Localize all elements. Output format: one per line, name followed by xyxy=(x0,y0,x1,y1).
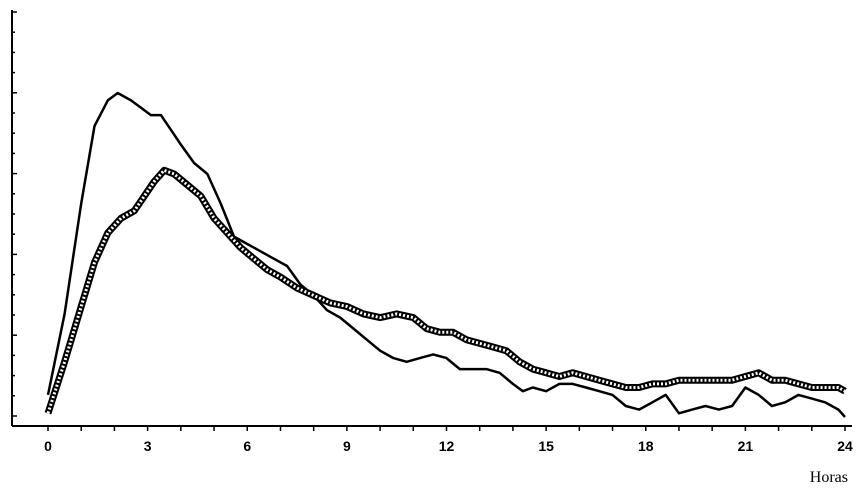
x-tick-label: 12 xyxy=(439,438,455,454)
x-axis: 0 3 6 9 12 15 18 21 24 xyxy=(12,425,853,454)
x-tick-label: 6 xyxy=(243,438,251,454)
x-tick-label: 18 xyxy=(638,438,654,454)
series-2-line xyxy=(46,168,846,414)
x-tick-label: 21 xyxy=(738,438,754,454)
x-tick-label: 15 xyxy=(538,438,554,454)
x-tick-label: 0 xyxy=(44,438,52,454)
x-tick-label: 9 xyxy=(343,438,351,454)
x-axis-title: Horas xyxy=(810,469,848,486)
x-tick-label: 3 xyxy=(144,438,152,454)
x-tick-label: 24 xyxy=(837,438,853,454)
series-1-line xyxy=(46,91,846,418)
series-2-outline xyxy=(44,166,847,415)
y-axis xyxy=(11,10,17,426)
series-layer xyxy=(44,91,847,418)
